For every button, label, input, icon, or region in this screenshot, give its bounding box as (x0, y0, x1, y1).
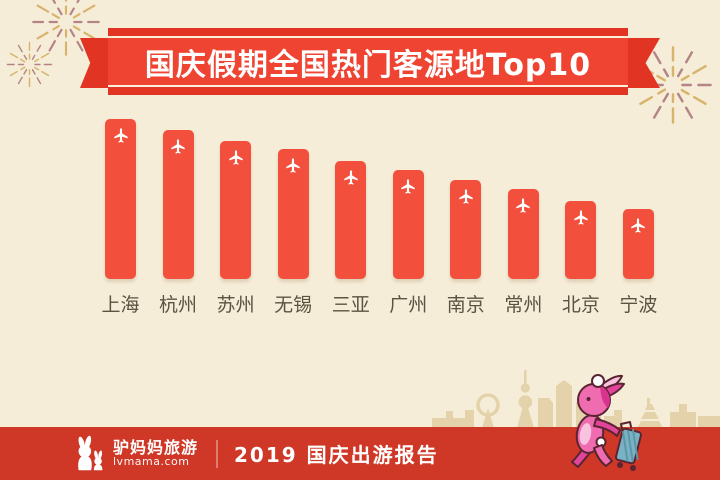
city-label: 上海 (101, 294, 140, 316)
bar (335, 161, 367, 279)
airplane-icon (286, 158, 300, 173)
bar-column: 广州 (389, 170, 427, 315)
bar (392, 170, 424, 279)
bar (220, 141, 252, 279)
mascot-rabbit-with-suitcase-icon (571, 374, 642, 471)
bar-chart: 上海 杭州 苏州 无锡 三亚 广州 南京 常州 北京 宁波 (102, 119, 657, 315)
footer-divider (216, 439, 219, 468)
title-ribbon: 国庆假期全国热门客源地Top10 (108, 28, 628, 95)
bar-column: 宁波 (619, 209, 657, 315)
airplane-icon (631, 218, 646, 233)
city-label: 广州 (389, 294, 428, 316)
report-title: 2019 国庆出游报告 (234, 443, 439, 467)
logo-domain: lvmama.com (113, 455, 190, 469)
bar (277, 149, 309, 279)
bar (105, 119, 136, 279)
city-label: 常州 (504, 294, 543, 316)
airplane-icon (228, 150, 243, 165)
city-label: 无锡 (274, 294, 313, 316)
city-label: 宁波 (619, 294, 658, 316)
bar (565, 201, 597, 279)
city-label: 南京 (446, 294, 485, 316)
lvmama-logo: 驴妈妈旅游 lvmama.com (70, 435, 198, 473)
bar-column: 北京 (562, 201, 600, 315)
rabbit-logo-icon (78, 435, 103, 470)
logo-name: 驴妈妈旅游 (113, 437, 199, 457)
bar-column: 上海 (102, 119, 140, 315)
airplane-icon (401, 179, 415, 194)
airplane-icon (516, 198, 531, 213)
bar (622, 209, 654, 279)
bar-column: 三亚 (332, 161, 370, 315)
bar (450, 180, 482, 279)
airplane-icon (171, 139, 185, 154)
page-title: 国庆假期全国热门客源地Top10 (144, 47, 592, 83)
bar-column: 苏州 (217, 141, 255, 315)
bar-column: 南京 (447, 180, 485, 315)
bar (507, 189, 539, 279)
city-label: 苏州 (216, 294, 255, 316)
bar-column: 无锡 (274, 149, 312, 315)
city-label: 杭州 (159, 294, 198, 316)
airplane-icon (574, 210, 588, 225)
airplane-icon (113, 128, 128, 143)
city-label: 北京 (561, 294, 600, 316)
airplane-icon (343, 170, 358, 185)
firework-icon (2, 37, 57, 92)
bar (162, 130, 194, 279)
airplane-icon (459, 189, 473, 204)
city-label: 三亚 (331, 294, 370, 316)
bar-column: 常州 (504, 189, 542, 315)
ribbon-stripe-band (108, 36, 628, 87)
bar-column: 杭州 (159, 130, 197, 315)
logo-text: 驴妈妈旅游 lvmama.com (113, 439, 198, 469)
